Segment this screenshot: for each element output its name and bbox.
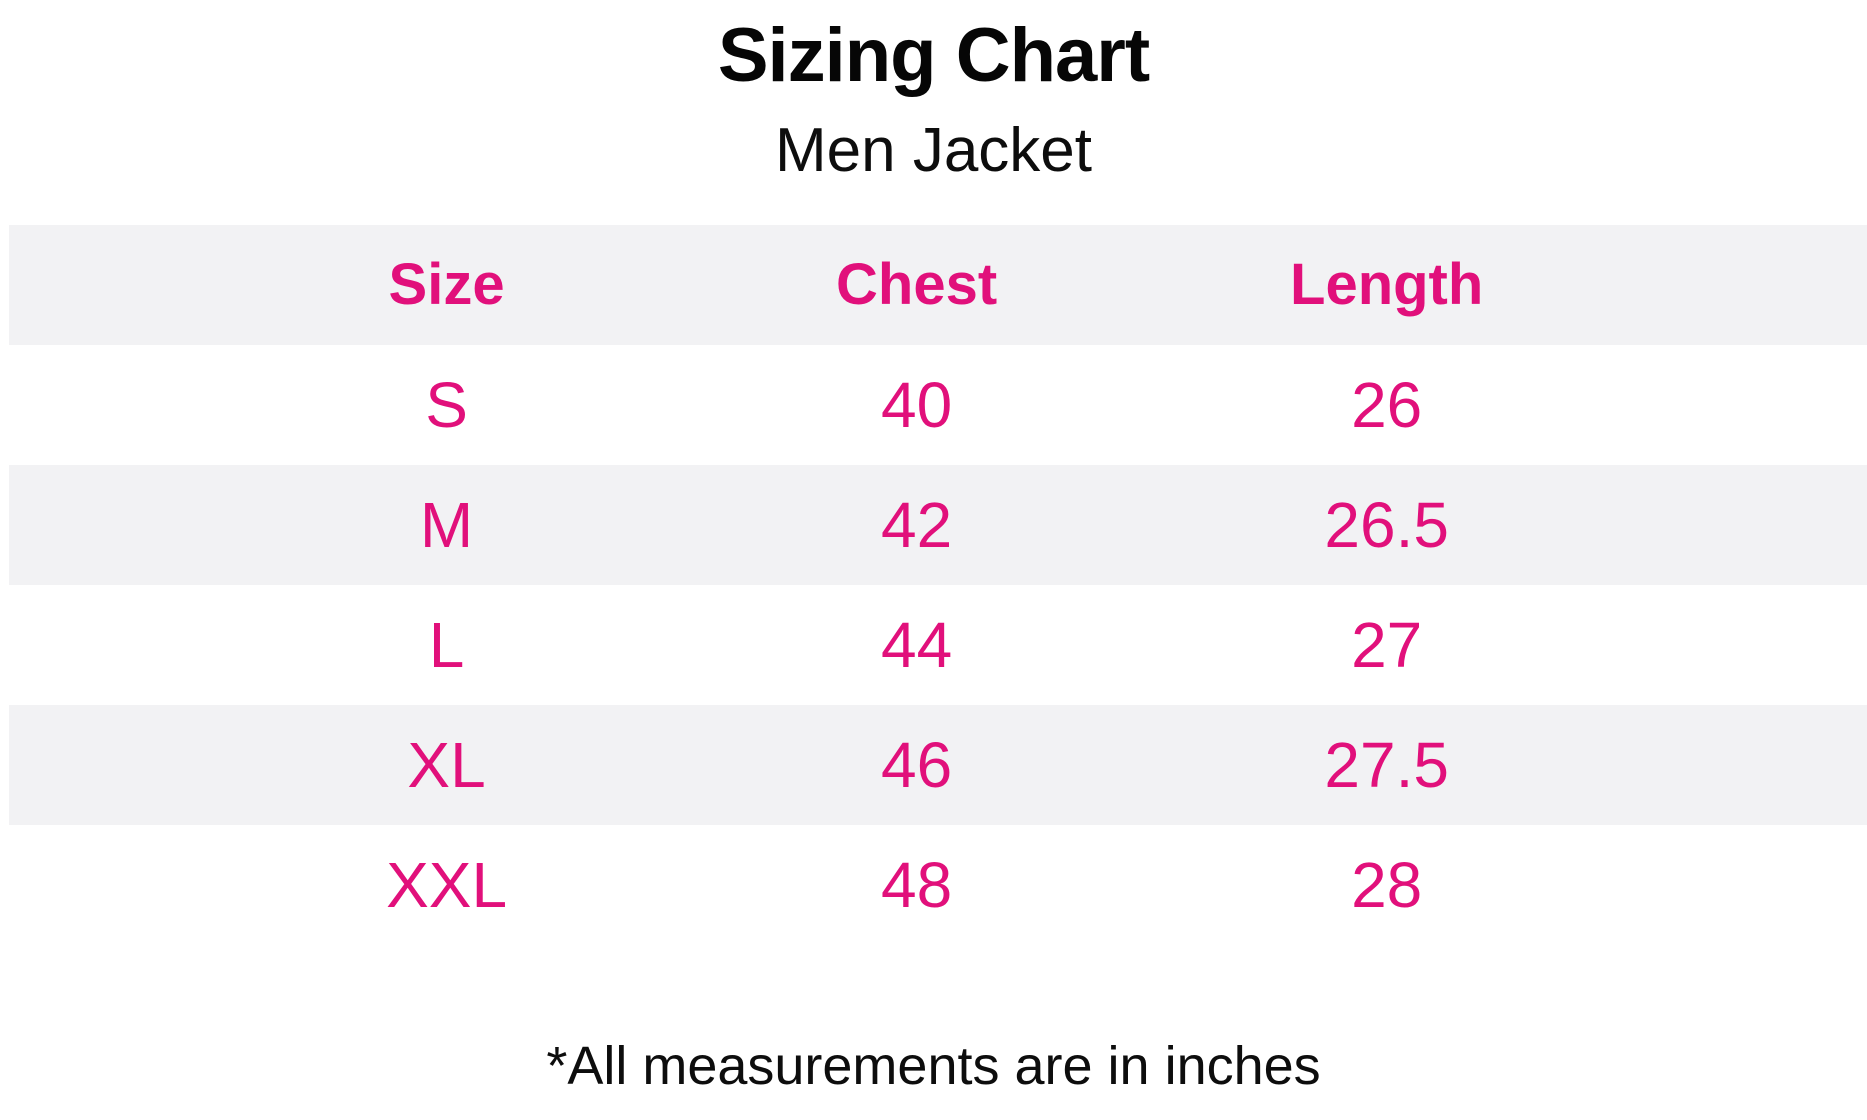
measurements-footnote: *All measurements are in inches	[546, 1035, 1321, 1096]
cell-size: S	[425, 368, 468, 441]
cell-length: 26	[1351, 368, 1423, 441]
page-subtitle: Men Jacket	[774, 115, 1093, 185]
spacer-cell	[1622, 345, 1867, 465]
cell-size: XL	[407, 728, 486, 801]
cell-chest: 42	[881, 488, 953, 561]
size-table: Size Chest Length S 40 26 M 42 26.5	[9, 224, 1867, 945]
cell-size: M	[419, 488, 474, 561]
table-row-s: S 40 26	[9, 345, 1867, 465]
header-row: Size Chest Length	[9, 224, 1867, 345]
size-table-body: S 40 26 M 42 26.5 L 44 27 XL	[9, 345, 1867, 945]
cell-length: 27.5	[1324, 728, 1449, 801]
cell-length: 28	[1351, 848, 1423, 921]
size-table-header: Size Chest Length	[9, 224, 1867, 345]
spacer-cell	[9, 705, 212, 825]
spacer-cell	[1622, 585, 1867, 705]
spacer-cell	[1622, 465, 1867, 585]
spacer-cell	[1622, 225, 1867, 345]
table-row-xxl: XXL 48 28	[9, 825, 1867, 945]
column-header-length: Length	[1290, 252, 1484, 318]
cell-length: 26.5	[1324, 488, 1449, 561]
spacer-cell	[9, 585, 212, 705]
cell-length: 27	[1351, 608, 1423, 681]
spacer-cell	[9, 345, 212, 465]
cell-chest: 40	[881, 368, 953, 441]
table-row-xl: XL 46 27.5	[9, 704, 1867, 825]
cell-size: XXL	[386, 848, 508, 921]
spacer-cell	[9, 825, 212, 945]
cell-chest: 46	[881, 728, 953, 801]
spacer-cell	[1622, 705, 1867, 825]
cell-chest: 48	[881, 848, 953, 921]
column-header-chest: Chest	[836, 252, 998, 318]
column-header-size: Size	[388, 252, 505, 318]
spacer-cell	[9, 465, 212, 585]
page-title: Sizing Chart	[717, 13, 1150, 98]
spacer-cell	[9, 225, 212, 345]
cell-size: L	[428, 608, 465, 681]
table-row-l: L 44 27	[9, 585, 1867, 705]
cell-chest: 44	[881, 608, 953, 681]
spacer-cell	[1622, 825, 1867, 945]
table-row-m: M 42 26.5	[9, 464, 1867, 585]
